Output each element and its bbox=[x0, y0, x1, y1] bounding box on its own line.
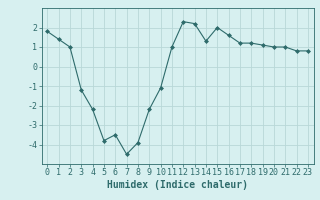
X-axis label: Humidex (Indice chaleur): Humidex (Indice chaleur) bbox=[107, 180, 248, 190]
